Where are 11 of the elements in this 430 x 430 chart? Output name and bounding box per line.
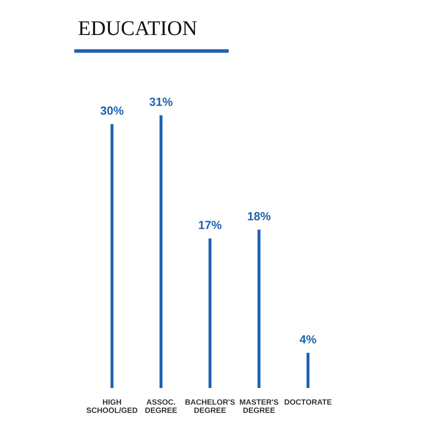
bar	[306, 352, 310, 388]
data-label: 4%	[300, 335, 316, 344]
data-label: 31%	[149, 98, 173, 106]
data-label: 30%	[100, 106, 124, 115]
data-label: 17%	[198, 220, 222, 230]
bar	[208, 238, 212, 388]
bar	[110, 124, 114, 388]
data-label: 18%	[248, 212, 271, 220]
bar	[160, 115, 162, 388]
bar	[258, 230, 260, 388]
chart-title: EDUCATION	[78, 21, 197, 36]
